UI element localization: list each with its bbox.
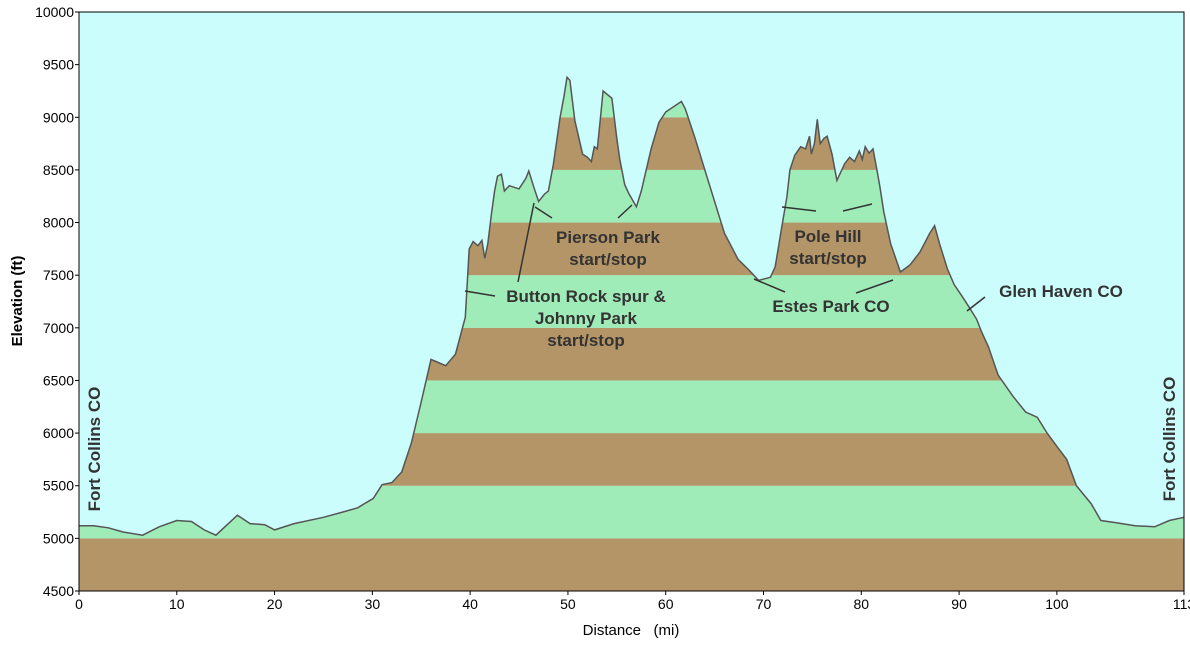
annotation-leader-lines	[464, 202, 986, 312]
leader-line	[753, 278, 786, 293]
leader-line	[517, 202, 535, 283]
annotations: Pierson Park start/stop Pole Hill start/sto…	[85, 227, 1179, 511]
x-tick-label: 10	[169, 596, 185, 612]
leader-line	[842, 203, 873, 212]
annotation-pierson-park: Pierson Park start/stop	[556, 228, 660, 269]
leader-line	[781, 206, 817, 212]
y-tick-label: 5500	[43, 478, 74, 494]
elevation-band	[79, 538, 1184, 591]
y-tick-label: 4500	[43, 583, 74, 599]
y-tick-label: 9500	[43, 57, 74, 73]
x-tick-label: 70	[756, 596, 772, 612]
annotation-fort-collins-end: Fort Collins CO	[1160, 377, 1179, 502]
y-tick-label: 8500	[43, 162, 74, 178]
leader-line	[855, 279, 894, 294]
leader-line	[464, 290, 496, 297]
annotation-estes-park: Estes Park CO	[772, 297, 889, 316]
x-tick-label: 80	[854, 596, 870, 612]
y-tick-label: 10000	[35, 4, 74, 20]
y-tick-label: 7000	[43, 320, 74, 336]
x-tick-label: 60	[658, 596, 674, 612]
y-tick-label: 9000	[43, 109, 74, 125]
y-tick-label: 5000	[43, 530, 74, 546]
x-tick-label: 90	[951, 596, 967, 612]
x-tick-label: 100	[1045, 596, 1069, 612]
x-tick-label: 0	[75, 596, 83, 612]
annotation-pole-hill: Pole Hill start/stop	[789, 227, 866, 268]
elevation-profile-line	[79, 75, 1185, 537]
leader-line	[966, 296, 986, 312]
y-tick-label: 6000	[43, 425, 74, 441]
y-tick-label: 7500	[43, 267, 74, 283]
y-axis: 4500 5000 5500 6000 6500 7000 7500 8000 8500 9000…	[35, 4, 79, 599]
annotation-fort-collins-start: Fort Collins CO	[85, 387, 104, 512]
x-tick-label: 113	[1173, 596, 1190, 612]
x-tick-label: 40	[462, 596, 478, 612]
leader-line	[617, 204, 633, 219]
annotation-glen-haven: Glen Haven CO	[999, 282, 1123, 301]
x-axis-title: Distance (mi)	[583, 622, 680, 639]
x-tick-label: 20	[267, 596, 283, 612]
x-tick-label: 30	[365, 596, 381, 612]
annotation-button-rock: Button Rock spur & Johnny Park start/stop	[506, 287, 666, 350]
x-axis: 0 10 20 30 40 50 60 70 80 90 100 113	[75, 591, 1190, 612]
y-tick-label: 8000	[43, 215, 74, 231]
leader-line	[534, 206, 553, 219]
plot-frame	[78, 11, 1185, 592]
y-axis-title: Elevation (ft)	[9, 256, 26, 347]
y-tick-label: 6500	[43, 372, 74, 388]
x-tick-label: 50	[560, 596, 576, 612]
